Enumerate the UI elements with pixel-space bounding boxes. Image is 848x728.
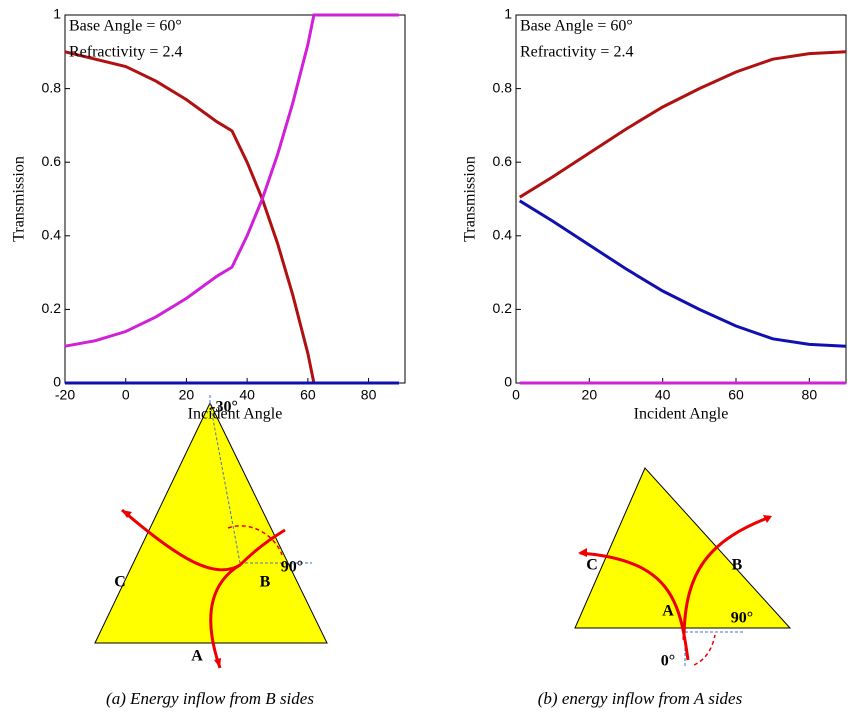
diagram-label: 90° [281,559,303,576]
annotation: Refractivity = 2.4 [520,44,633,61]
angle-arc [693,634,716,666]
x-axis-label: Incident Angle [634,406,729,423]
y-axis-label: Transmission [462,156,479,242]
caption: (a) Energy inflow from B sides [106,689,314,708]
y-tick-label: 0.8 [42,79,62,95]
diagram-label: B [732,557,743,574]
y-tick-label: 1 [53,6,61,22]
x-tick-label: 40 [655,387,671,403]
diagram-label: A [191,648,203,665]
x-axis-label: Incident Angle [188,406,283,423]
y-tick-label: 0 [53,374,61,390]
annotation: Base Angle = 60° [69,18,182,35]
diagram-label: -30° [210,399,238,416]
x-tick-label: 40 [239,387,255,403]
guide [209,402,241,564]
series-line [518,50,847,199]
diagram-a [94,395,328,669]
diagram-label: 90° [731,610,753,627]
y-tick-label: 0 [504,374,512,390]
triangle [94,401,328,644]
diagram-label: B [260,574,271,591]
y-tick-label: 0.4 [42,227,62,243]
y-axis-label: Transmission [11,156,28,242]
x-tick-label: 60 [728,387,744,403]
plot-frame [64,14,406,384]
x-tick-label: 80 [802,387,818,403]
diagram-b [574,467,792,668]
x-tick-label: 20 [179,387,195,403]
diagram-label: C [586,557,598,574]
y-tick-label: 0.8 [493,79,513,95]
y-tick-label: 0.6 [493,153,513,169]
y-tick-label: 1 [504,6,512,22]
plot-frame [515,14,847,384]
x-tick-label: 80 [361,387,377,403]
diagram-label: 0° [661,653,675,670]
x-tick-label: -20 [55,387,75,403]
caption: (b) energy inflow from A sides [538,689,743,708]
ray [121,508,286,572]
series-line [64,13,399,348]
x-tick-label: 60 [300,387,316,403]
x-tick-label: 0 [122,387,130,403]
annotation: Refractivity = 2.4 [69,44,182,61]
ray [209,563,241,669]
x-tick-label: 0 [512,387,520,403]
triangle [574,467,792,629]
ray [682,515,771,641]
x-tick-label: 20 [582,387,598,403]
series-line [518,199,847,348]
y-tick-label: 0.2 [493,300,513,316]
diagram-label: C [114,574,126,591]
diagram-label: A [662,603,674,620]
annotation: Base Angle = 60° [520,18,633,35]
y-tick-label: 0.4 [493,227,513,243]
y-tick-label: 0.6 [42,153,62,169]
y-tick-label: 0.2 [42,300,62,316]
